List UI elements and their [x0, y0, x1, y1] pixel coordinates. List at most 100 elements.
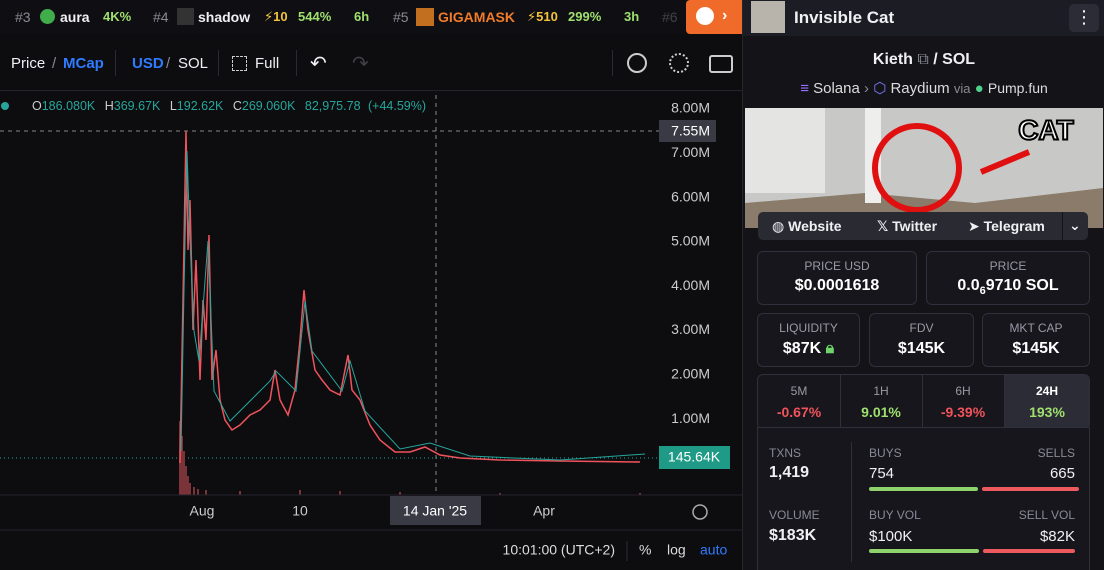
change: 299% [568, 9, 602, 24]
slash: / [52, 55, 57, 72]
label: 1H [873, 384, 889, 398]
timeframe-tab[interactable]: 6H -9.39% [922, 375, 1005, 429]
change: (+44.59%) [368, 99, 426, 113]
change: 4K% [103, 9, 132, 24]
token-name[interactable]: GIGAMASK [438, 9, 515, 25]
telegram-link[interactable]: ➤ Telegram [968, 218, 1045, 234]
slash: / [166, 55, 171, 72]
stat-card: FDV $145K [869, 313, 974, 367]
mcap-toggle[interactable]: MCap [63, 55, 104, 72]
links: ◍ Website 𝕏 Twitter ➤ Telegram ⌄ [758, 212, 1088, 240]
value: $183K [769, 527, 817, 544]
timeframes: 5M -0.67% 1H 9.01% 6H -9.39% 24H 193% [757, 374, 1090, 430]
sol-toggle[interactable]: SOL [178, 55, 209, 72]
buys-bar [869, 487, 979, 491]
label: 6H [955, 384, 971, 398]
auto-toggle[interactable]: auto [700, 542, 727, 558]
ohlc-legend: O186.080K H369.67K L192.62K C269.060K 82… [32, 99, 426, 113]
dex[interactable]: Raydium [890, 80, 950, 97]
rank: #4 [153, 9, 169, 25]
crosshair-price: 7.55M [671, 123, 710, 139]
copy-icon[interactable]: ⧉ [917, 51, 929, 68]
stat-card: MKT CAP $145K [982, 313, 1090, 367]
price-usd-card: PRICE USD $0.0001618 [757, 251, 917, 305]
l-label: L [170, 99, 177, 113]
h-label: H [105, 99, 114, 113]
settings-icon[interactable] [669, 53, 689, 73]
label: PRICE [989, 259, 1027, 273]
o-label: O [32, 99, 42, 113]
volume-bars [179, 421, 641, 495]
twitter-link[interactable]: 𝕏 Twitter [877, 218, 938, 234]
y-tick-label: 5.00M [671, 233, 710, 249]
circle-annotation [872, 123, 962, 213]
log-toggle[interactable]: log [667, 542, 686, 558]
percent-toggle[interactable]: % [639, 542, 651, 558]
ticker-bar: #3 aura 4K% #4 shadow ⚡10 544% 6h #5 GIG… [0, 0, 742, 34]
value: 754 [869, 465, 895, 482]
redo[interactable]: ↷ [352, 53, 369, 75]
liquidity: $87K [782, 340, 822, 357]
label: MKT CAP [1009, 321, 1063, 335]
label: LIQUIDITY [779, 321, 838, 335]
x-tick-label: Apr [533, 503, 555, 519]
usd-toggle[interactable]: USD [132, 55, 164, 72]
trending-button[interactable]: › [686, 0, 742, 34]
website-link[interactable]: ◍ Website [772, 218, 842, 234]
boost: ⚡10 [264, 9, 288, 24]
value: $145K [897, 340, 946, 357]
pump-icon: ● [974, 80, 984, 97]
timeframe-tab-active[interactable]: 24H 193% [1005, 375, 1089, 429]
symbol: Kieth [872, 51, 913, 68]
value: 665 [1049, 465, 1075, 482]
separator [1062, 212, 1063, 240]
launchpad[interactable]: Pump.fun [987, 80, 1048, 96]
last-price-box [659, 446, 730, 469]
fullscreen-icon [232, 56, 247, 71]
change: 544% [298, 9, 332, 24]
label: PRICE USD [804, 259, 870, 273]
value: 1,419 [769, 464, 810, 481]
value: $82K [1039, 528, 1075, 545]
price-toggle[interactable]: Price [11, 55, 46, 72]
timeframe-tab[interactable]: 1H 9.01% [840, 375, 923, 429]
full-button[interactable]: Full [255, 55, 280, 72]
label: TXNS [769, 446, 802, 460]
value: $145K [1012, 340, 1060, 357]
undo[interactable]: ↶ [310, 53, 327, 75]
separator [218, 50, 219, 76]
price-chart: O186.080K H369.67K L192.62K C269.060K 82… [0, 95, 742, 561]
token-icon [177, 8, 194, 25]
crosshair-date: 14 Jan '25 [403, 503, 467, 519]
timeframe-tab[interactable]: 5M -0.67% [758, 375, 841, 429]
l-value: 192.62K [177, 99, 224, 113]
txn-stats: TXNS 1,419 BUYS 754 SELLS 665 VOLUME $18… [757, 427, 1090, 570]
token-name[interactable]: shadow [198, 9, 251, 25]
website-label: Website [788, 218, 842, 234]
via: via [953, 81, 971, 96]
price-line [179, 130, 641, 464]
chain[interactable]: Solana [813, 80, 860, 97]
label: BUY VOL [869, 508, 921, 522]
separator [296, 50, 297, 76]
camera-icon[interactable] [709, 55, 733, 73]
value: 0.069710 SOL [927, 277, 1089, 297]
digits: 9710 SOL [985, 277, 1059, 294]
c-label: C [233, 99, 242, 113]
y-tick-label: 3.00M [671, 321, 710, 337]
sell-vol-bar [983, 549, 1075, 553]
last-price: 145.64K [668, 449, 721, 465]
more-links[interactable]: ⌄ [1069, 217, 1081, 233]
label: VOLUME [769, 508, 820, 522]
token-name[interactable]: aura [60, 9, 90, 25]
y-tick-label: 8.00M [671, 100, 710, 116]
token-banner: CAT [745, 108, 1103, 228]
banner-caption: CAT [1018, 114, 1073, 145]
indicator-icon[interactable] [627, 53, 647, 73]
label: 24H [1035, 384, 1058, 398]
menu-button[interactable]: ⋮ [1069, 4, 1099, 32]
axis-settings[interactable] [692, 504, 708, 520]
x-tick-label: Aug [190, 503, 215, 519]
prefix: 0.0 [957, 277, 980, 294]
door [745, 108, 825, 193]
